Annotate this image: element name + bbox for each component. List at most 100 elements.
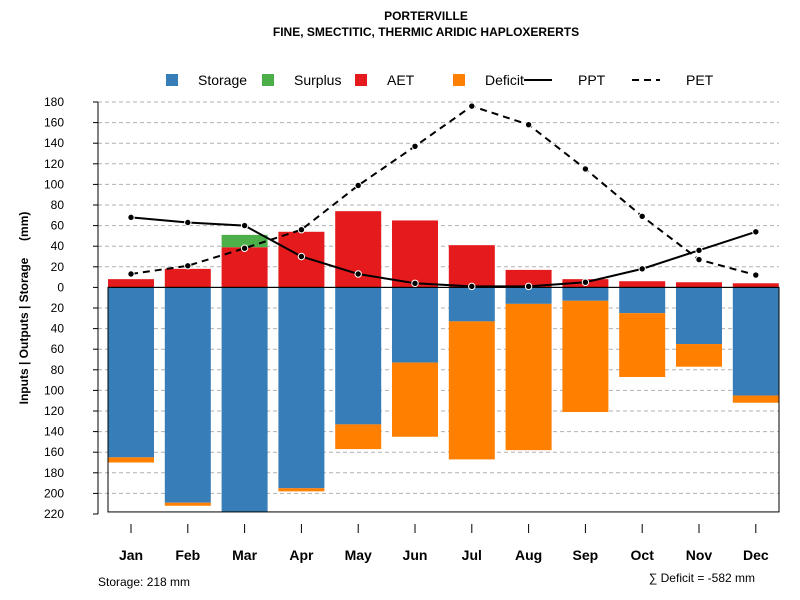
month-label-may: May (345, 547, 372, 563)
legend-surplus-swatch (262, 74, 274, 86)
bar-deficit-jun (392, 362, 438, 437)
y-tick-label: 60 (51, 219, 65, 233)
bars (108, 211, 779, 512)
line-ppt (130, 216, 757, 288)
point-pet-jun (411, 142, 419, 150)
month-label-sep: Sep (573, 547, 599, 563)
y-tick-label: 80 (51, 198, 65, 212)
legend-ppt-label: PPT (578, 72, 606, 88)
point-pet-nov (695, 255, 703, 264)
bar-aet-nov (676, 282, 722, 288)
bar-surplus-mar (221, 234, 268, 248)
month-label-dec: Dec (743, 547, 769, 563)
point-ppt-jun (411, 279, 419, 287)
bar-storage-apr (278, 287, 325, 489)
month-label-jan: Jan (119, 547, 143, 563)
point-ppt-sep (581, 278, 590, 286)
bar-aet-feb (164, 268, 211, 288)
bar-storage-nov (676, 287, 722, 345)
point-ppt-oct (638, 265, 646, 273)
bar-deficit-dec (732, 395, 779, 403)
bar-aet-jan (108, 279, 154, 288)
bar-storage-jul (448, 287, 495, 322)
point-pet-aug (524, 120, 533, 129)
month-label-aug: Aug (515, 547, 542, 563)
y-tick-label: 120 (44, 404, 64, 418)
legend-surplus-label: Surplus (294, 72, 341, 88)
bar-aet-jun (392, 220, 438, 288)
y-tick-label: 100 (44, 383, 64, 397)
month-label-nov: Nov (686, 547, 713, 563)
bar-deficit-jan (108, 457, 154, 463)
legend-deficit-label: Deficit (485, 72, 524, 88)
bar-deficit-oct (619, 313, 666, 378)
legend-storage-label: Storage (198, 72, 247, 88)
bar-deficit-sep (562, 300, 609, 413)
bar-storage-dec (732, 287, 779, 396)
point-pet-jan (127, 270, 135, 278)
month-label-apr: Apr (289, 547, 314, 563)
plot-frame (107, 286, 780, 513)
point-ppt-nov (695, 246, 703, 255)
point-pet-feb (184, 262, 192, 270)
legend-aet-label: AET (387, 72, 415, 88)
month-label-jul: Jul (462, 547, 482, 563)
bar-storage-sep (562, 287, 609, 301)
legend: Storage Surplus AET Deficit PPT PET (166, 72, 714, 88)
legend-aet-swatch (355, 74, 367, 86)
bar-storage-feb (164, 287, 211, 503)
chart-subtitle: FINE, SMECTITIC, THERMIC ARIDIC HAPLOXER… (273, 25, 579, 39)
point-ppt-jan (127, 213, 135, 222)
bar-deficit-jul (448, 321, 495, 460)
legend-pet-label: PET (686, 72, 714, 88)
y-tick-label: 160 (44, 445, 64, 459)
bar-storage-oct (619, 287, 666, 314)
point-pet-may (354, 181, 362, 190)
bar-deficit-may (335, 424, 382, 450)
y-tick-label: 60 (51, 342, 65, 356)
point-pet-oct (638, 212, 646, 221)
point-pet-mar (240, 244, 249, 252)
bar-storage-jun (392, 287, 438, 363)
y-tick-label: 100 (44, 177, 64, 191)
legend-deficit-swatch (453, 74, 465, 86)
legend-storage-swatch (166, 74, 178, 86)
point-pet-apr (297, 226, 306, 234)
grid-lines (98, 101, 779, 494)
point-pet-jul (468, 102, 476, 110)
point-ppt-jul (468, 282, 476, 291)
point-pet-dec (752, 271, 760, 279)
line-pet (130, 105, 757, 277)
month-label-mar: Mar (232, 547, 257, 563)
deficit-footnote: ∑ Deficit = -582 mm (649, 571, 755, 585)
lines (127, 102, 760, 291)
y-tick-label: 0 (57, 280, 64, 294)
point-ppt-aug (524, 282, 533, 291)
month-label-jun: Jun (403, 547, 428, 563)
bar-storage-aug (505, 287, 552, 304)
point-ppt-dec (752, 228, 760, 236)
point-ppt-feb (184, 218, 192, 227)
y-tick-label: 180 (44, 95, 64, 109)
point-pet-sep (581, 165, 590, 173)
y-tick-label: 180 (44, 466, 64, 480)
y-tick-label: 200 (44, 486, 64, 500)
bar-deficit-aug (505, 303, 552, 451)
storage-footnote: Storage: 218 mm (98, 575, 190, 589)
axes: 1801601401201008060402002040608010012014… (44, 95, 769, 563)
chart-title: PORTERVILLE (384, 9, 468, 23)
y-tick-label: 140 (44, 425, 64, 439)
y-tick-label: 220 (44, 507, 64, 521)
bar-deficit-feb (164, 502, 211, 506)
bar-storage-jan (108, 287, 154, 458)
bar-storage-may (335, 287, 382, 425)
bar-aet-oct (619, 281, 666, 288)
point-ppt-apr (297, 252, 306, 261)
bar-aet-jul (448, 245, 495, 288)
month-label-feb: Feb (175, 547, 200, 563)
y-tick-label: 120 (44, 157, 64, 171)
y-tick-label: 140 (44, 136, 64, 150)
point-ppt-may (354, 270, 362, 278)
bar-aet-aug (505, 269, 552, 288)
